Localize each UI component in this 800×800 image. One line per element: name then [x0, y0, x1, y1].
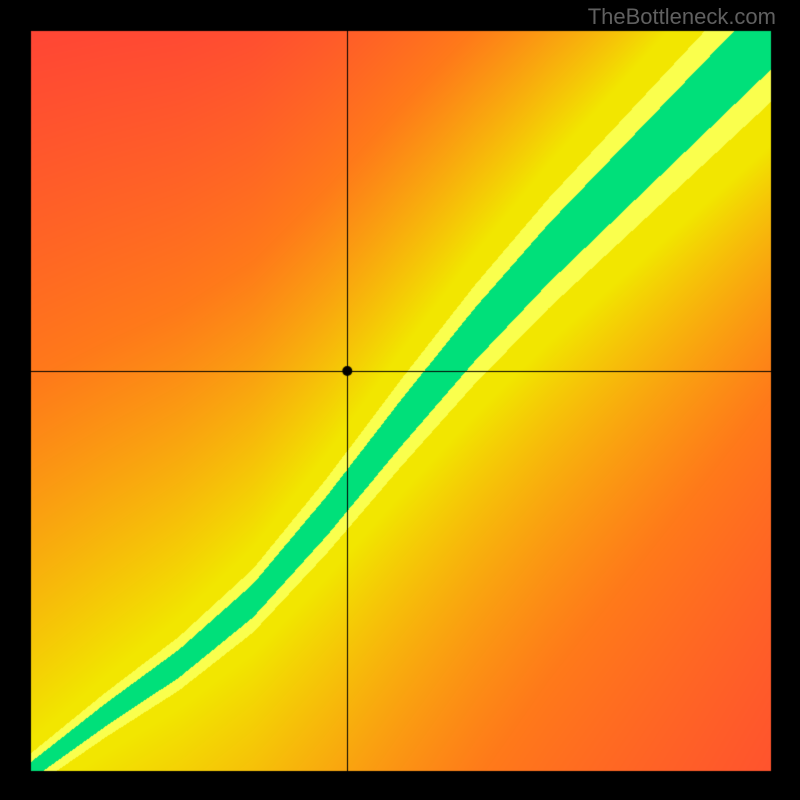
chart-container: TheBottleneck.com	[0, 0, 800, 800]
bottleneck-heatmap	[0, 0, 800, 800]
watermark-text: TheBottleneck.com	[588, 4, 776, 30]
